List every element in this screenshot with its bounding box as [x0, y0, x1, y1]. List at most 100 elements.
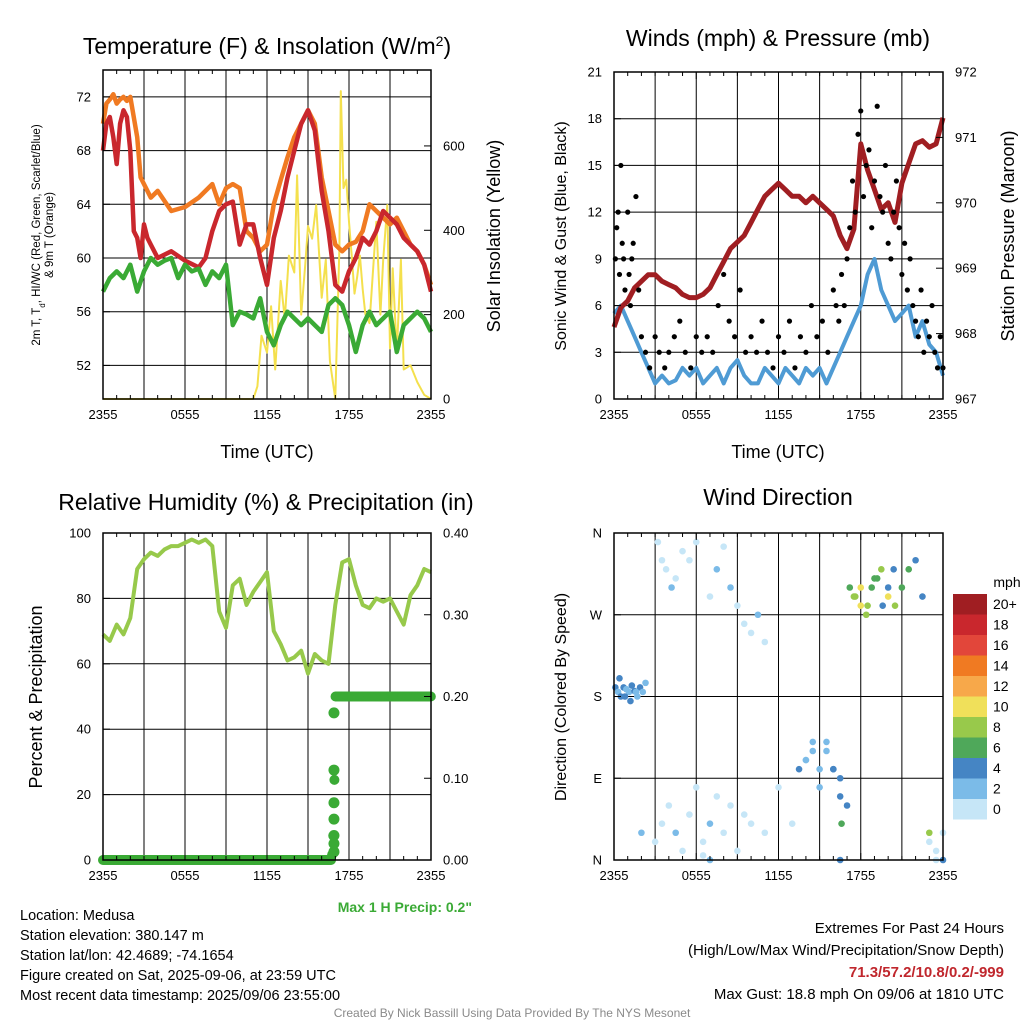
- direction-point: [658, 556, 666, 564]
- gust-point: [830, 287, 836, 293]
- direction-point: [672, 575, 679, 582]
- series-line-2m-td: [100, 255, 434, 355]
- gust-point: [629, 256, 635, 262]
- gust-point: [775, 334, 782, 340]
- gust-point: [880, 209, 886, 215]
- wind-direction-title: Wind Direction: [703, 484, 853, 510]
- colorbar-swatch: [953, 614, 987, 635]
- direction-point: [830, 765, 837, 773]
- gust-point: [666, 349, 672, 355]
- colorbar-swatch: [953, 635, 987, 656]
- series-line-station-pressure: [611, 117, 946, 328]
- gust-point: [715, 302, 721, 309]
- x-tick-label: 2355: [600, 407, 629, 422]
- y-tick-label: 0.20: [443, 689, 468, 704]
- gust-point: [921, 349, 927, 355]
- gust-point: [620, 256, 627, 262]
- gust-point: [814, 334, 820, 340]
- extremes-subtitle: (High/Low/Max Wind/Precipitation/Snow De…: [688, 942, 1004, 959]
- direction-point: [761, 829, 769, 837]
- gust-point: [838, 271, 845, 278]
- direction-point: [905, 566, 913, 573]
- gust-point: [885, 240, 891, 246]
- direction-point: [846, 584, 854, 591]
- direction-point: [795, 765, 803, 773]
- gust-point: [841, 302, 847, 309]
- direction-point: [628, 682, 636, 689]
- humidity-title: Relative Humidity (%) & Precipitation (i…: [58, 489, 473, 515]
- gust-point: [781, 349, 787, 355]
- y-tick-label: 72: [77, 89, 91, 104]
- gust-point: [688, 365, 694, 371]
- gust-point: [902, 240, 908, 246]
- colorbar-swatch: [953, 655, 987, 676]
- gust-point: [907, 256, 913, 262]
- y-tick-label: 972: [955, 65, 977, 80]
- gust-point: [737, 287, 743, 293]
- y-tick-label: N: [593, 853, 602, 868]
- direction-point: [836, 793, 844, 800]
- y-tick-label: 0.30: [443, 607, 468, 622]
- gust-point: [753, 349, 760, 355]
- gust-point: [819, 318, 825, 324]
- precip-point: [328, 829, 340, 841]
- direction-point: [713, 566, 721, 573]
- wind-direction-panel: Wind Direction 2355 0555 1155 1755 2355NESWN…: [553, 484, 1021, 883]
- colorbar-label: 20+: [993, 596, 1017, 612]
- direction-point: [706, 820, 714, 827]
- y-tick-label: 971: [955, 130, 977, 145]
- direction-point: [754, 611, 762, 619]
- direction-point: [932, 847, 940, 855]
- gust-point: [896, 225, 902, 231]
- direction-point: [658, 820, 666, 827]
- y-tick-label: 600: [443, 138, 465, 153]
- gust-point: [844, 256, 850, 262]
- temperature-ylabel-2: & 9m T (Orange): [44, 192, 56, 278]
- direction-point: [912, 556, 919, 564]
- gust-point: [833, 302, 839, 309]
- direction-point: [864, 602, 871, 609]
- precip-point: [329, 774, 340, 785]
- direction-point: [890, 566, 897, 573]
- direction-point: [627, 697, 634, 705]
- gust-point: [888, 256, 894, 262]
- credit-text: Created By Nick Bassill Using Data Provi…: [333, 1006, 691, 1020]
- direction-point: [809, 747, 817, 755]
- gust-point: [910, 302, 916, 309]
- direction-point: [823, 738, 830, 746]
- humidity-ylabel: Percent & Precipitation: [26, 605, 46, 788]
- y-tick-label: 100: [69, 526, 91, 541]
- precip-point: [328, 813, 340, 825]
- winds-y2label: Station Pressure (Maroon): [998, 130, 1018, 341]
- direction-point: [925, 829, 933, 837]
- gust-point: [721, 271, 727, 278]
- gust-point: [803, 349, 809, 355]
- humidity-panel: Relative Humidity (%) & Precipitation (i…: [26, 489, 474, 915]
- x-tick-label: 1755: [335, 868, 364, 883]
- direction-point: [720, 543, 727, 550]
- y-tick-label: W: [590, 607, 603, 622]
- y-tick-label: 400: [443, 223, 465, 238]
- gust-point: [929, 302, 935, 309]
- gust-point: [934, 365, 941, 371]
- direction-point: [699, 852, 707, 859]
- colorbar-swatch: [953, 758, 987, 779]
- colorbar-swatch: [953, 799, 987, 820]
- colorbar-label: 14: [993, 658, 1009, 674]
- direction-point: [878, 566, 885, 573]
- direction-point: [699, 838, 707, 846]
- gust-point: [677, 318, 683, 324]
- y-tick-label: 52: [77, 358, 91, 373]
- x-tick-label: 2355: [417, 407, 446, 422]
- max-gust-text: Max Gust: 18.8 mph On 09/06 at 1810 UTC: [713, 986, 1004, 1003]
- gust-point: [619, 240, 625, 246]
- y-tick-label: 0: [595, 392, 602, 407]
- gust-point: [630, 240, 636, 246]
- x-tick-label: 0555: [682, 407, 711, 422]
- gust-point: [874, 103, 880, 109]
- y-tick-label: 6: [595, 298, 602, 313]
- colorbar-swatch: [953, 717, 987, 738]
- gust-point: [904, 287, 910, 293]
- y-tick-label: N: [593, 526, 602, 541]
